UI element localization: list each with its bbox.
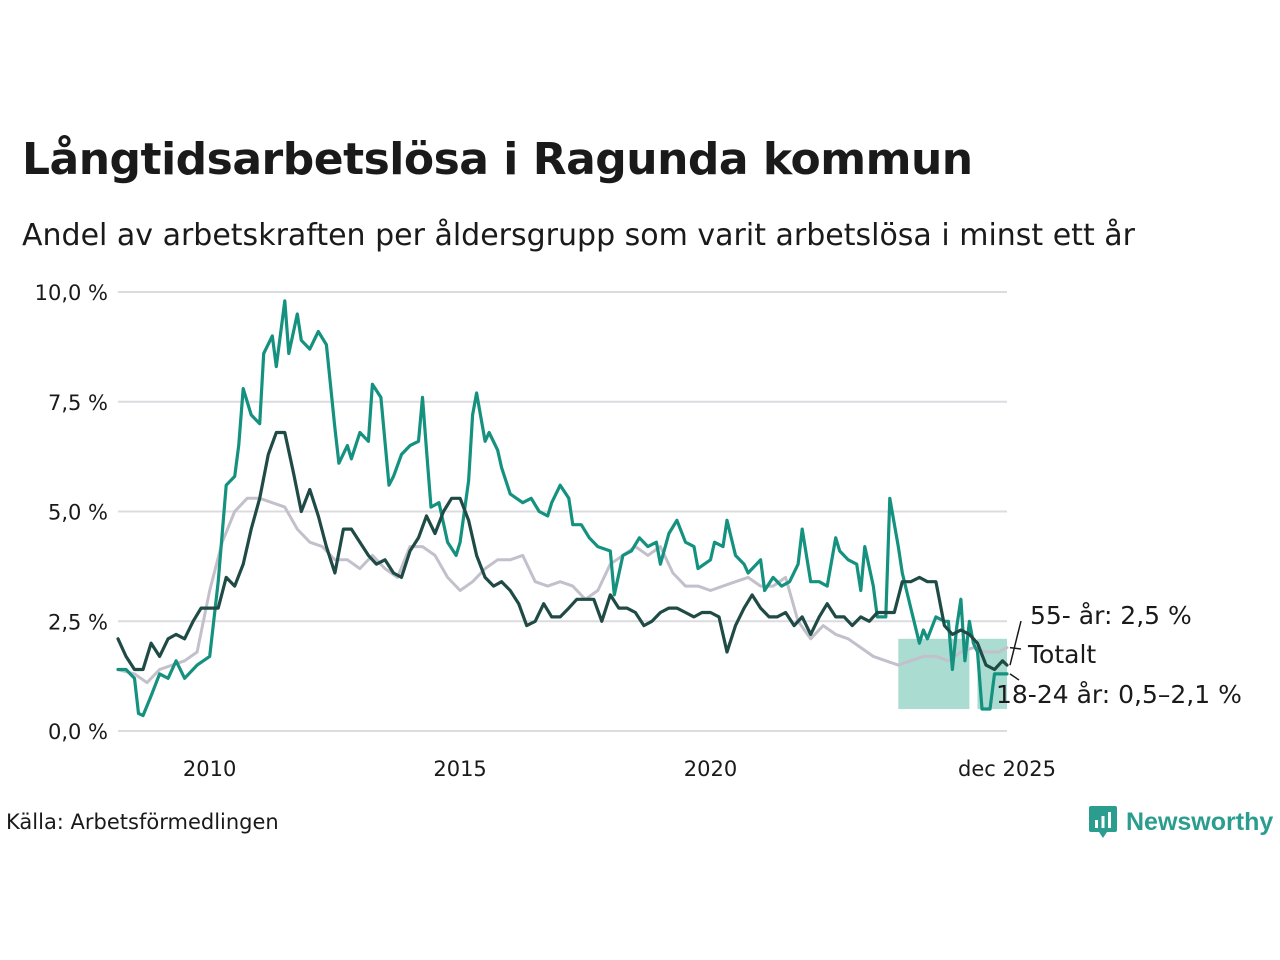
y-tick-label: 10,0 %	[35, 281, 108, 305]
y-axis-ticks: 0,0 % 2,5 % 5,0 % 7,5 % 10,0 %	[35, 281, 108, 744]
series-labels: Totalt 18-24 år: 0,5–2,1 % 55- år: 2,5 %	[996, 601, 1242, 709]
series-line-youth	[116, 299, 1009, 718]
y-tick-label: 5,0 %	[48, 501, 108, 525]
gridlines	[118, 291, 1007, 732]
label-leader-youth	[1009, 673, 1020, 681]
label-leader-older	[1009, 620, 1022, 666]
series-label-total: Totalt	[1027, 640, 1096, 669]
series-lines	[116, 299, 1009, 718]
x-tick-label: dec 2025	[958, 757, 1056, 781]
newsworthy-logo-icon	[1089, 806, 1117, 838]
source-note: Källa: Arbetsförmedlingen	[6, 810, 279, 834]
series-label-youth: 18-24 år: 0,5–2,1 %	[996, 680, 1242, 709]
label-leader-total	[1009, 646, 1022, 650]
series-label-older: 55- år: 2,5 %	[1030, 601, 1192, 630]
series-line-older	[116, 430, 1009, 672]
x-tick-label: 2020	[684, 757, 737, 781]
brand-name: Newsworthy	[1126, 807, 1274, 836]
y-tick-label: 0,0 %	[48, 720, 108, 744]
chart-title: Långtidsarbetslösa i Ragunda kommun	[22, 134, 973, 185]
series-line-total	[116, 496, 1009, 685]
x-axis-ticks: 2010 2015 2020 dec 2025	[183, 757, 1056, 781]
brand-logo: Newsworthy	[1088, 804, 1273, 840]
chart-subtitle: Andel av arbetskraften per åldersgrupp s…	[22, 218, 1135, 253]
y-tick-label: 2,5 %	[48, 610, 108, 634]
y-tick-label: 7,5 %	[48, 391, 108, 415]
youth-uncertainty-band	[898, 638, 970, 710]
x-tick-label: 2010	[183, 757, 236, 781]
x-tick-label: 2015	[433, 757, 486, 781]
